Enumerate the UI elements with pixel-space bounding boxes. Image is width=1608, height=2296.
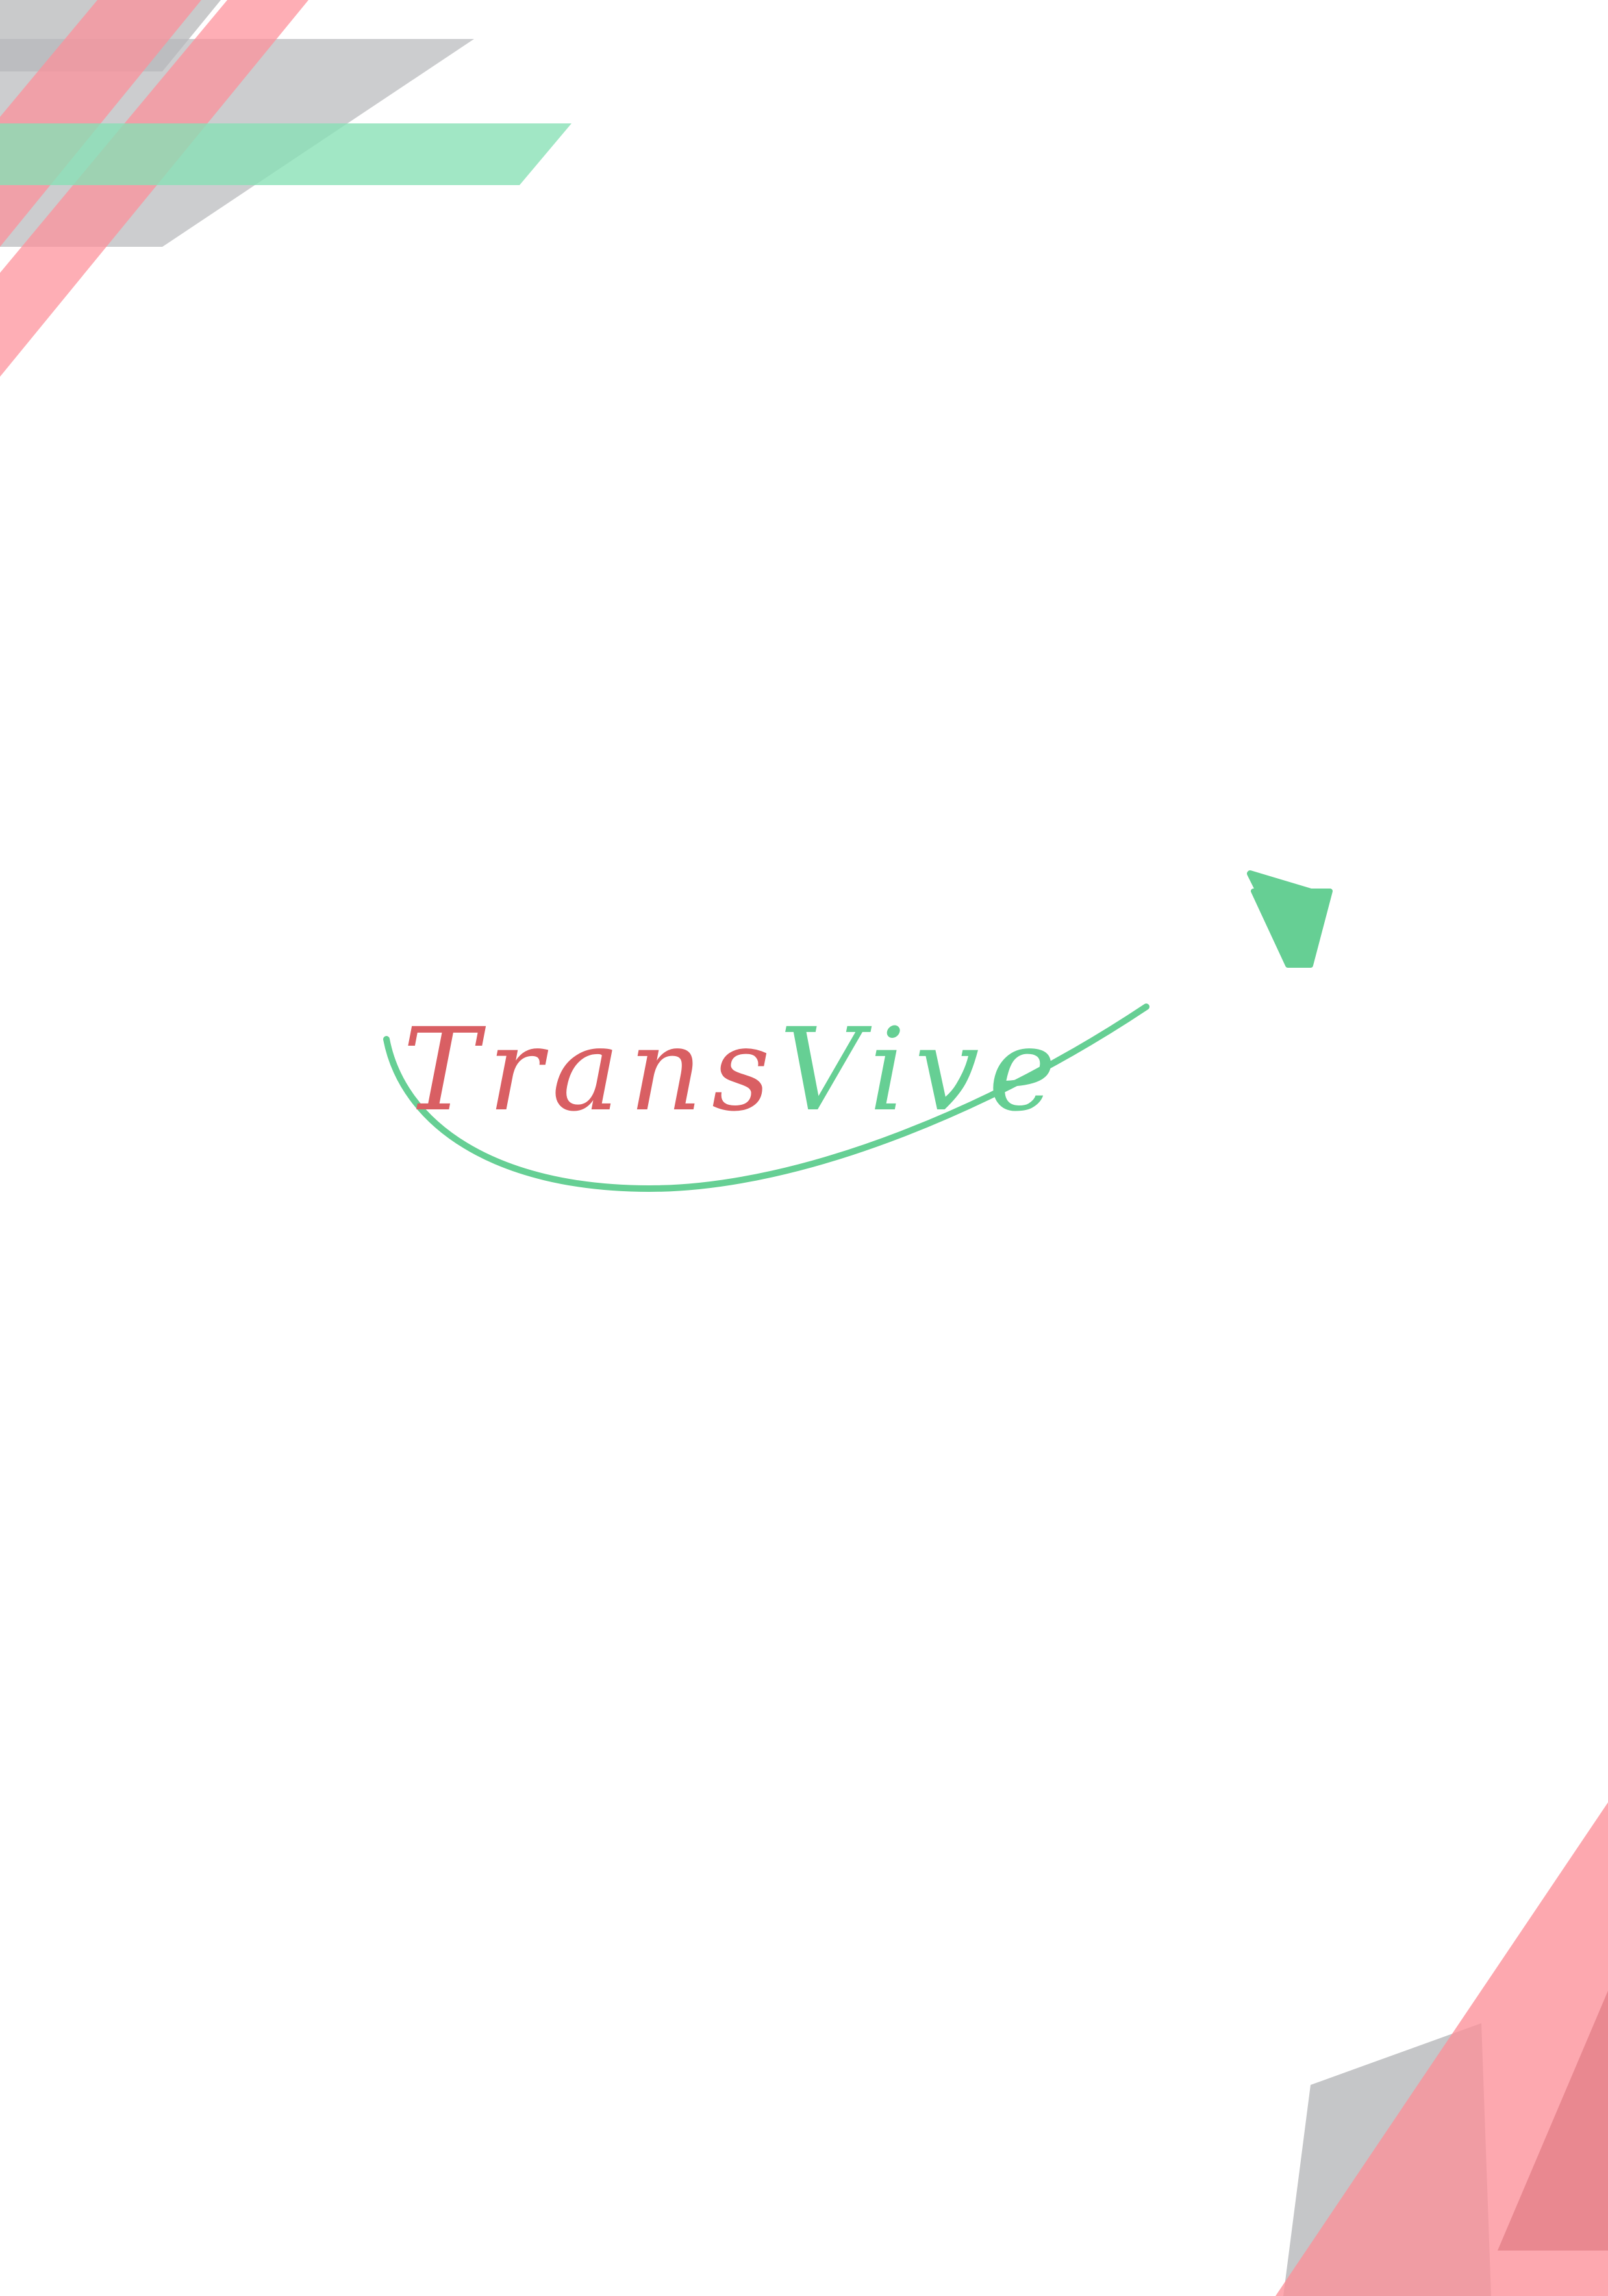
green-stripe [0, 123, 572, 185]
logo-wordmark: TransVive [403, 1013, 1065, 1128]
pink-stripe-right [0, 0, 308, 377]
pink-triangle-large [1275, 1802, 1608, 2296]
pink-triangle-inner [1498, 1991, 1608, 2251]
upward-curved-arrow-icon [383, 870, 1333, 1192]
brand-logo: TransVive [364, 851, 1338, 1215]
arrow-curve [383, 1003, 1149, 1192]
logo-text-vive: Vive [779, 1003, 1066, 1137]
logo-text-trans: Trans [403, 1003, 780, 1137]
arrow-head-shape [1247, 870, 1325, 968]
top-left-decoration [0, 0, 572, 377]
bottom-right-decoration [1275, 1802, 1608, 2296]
